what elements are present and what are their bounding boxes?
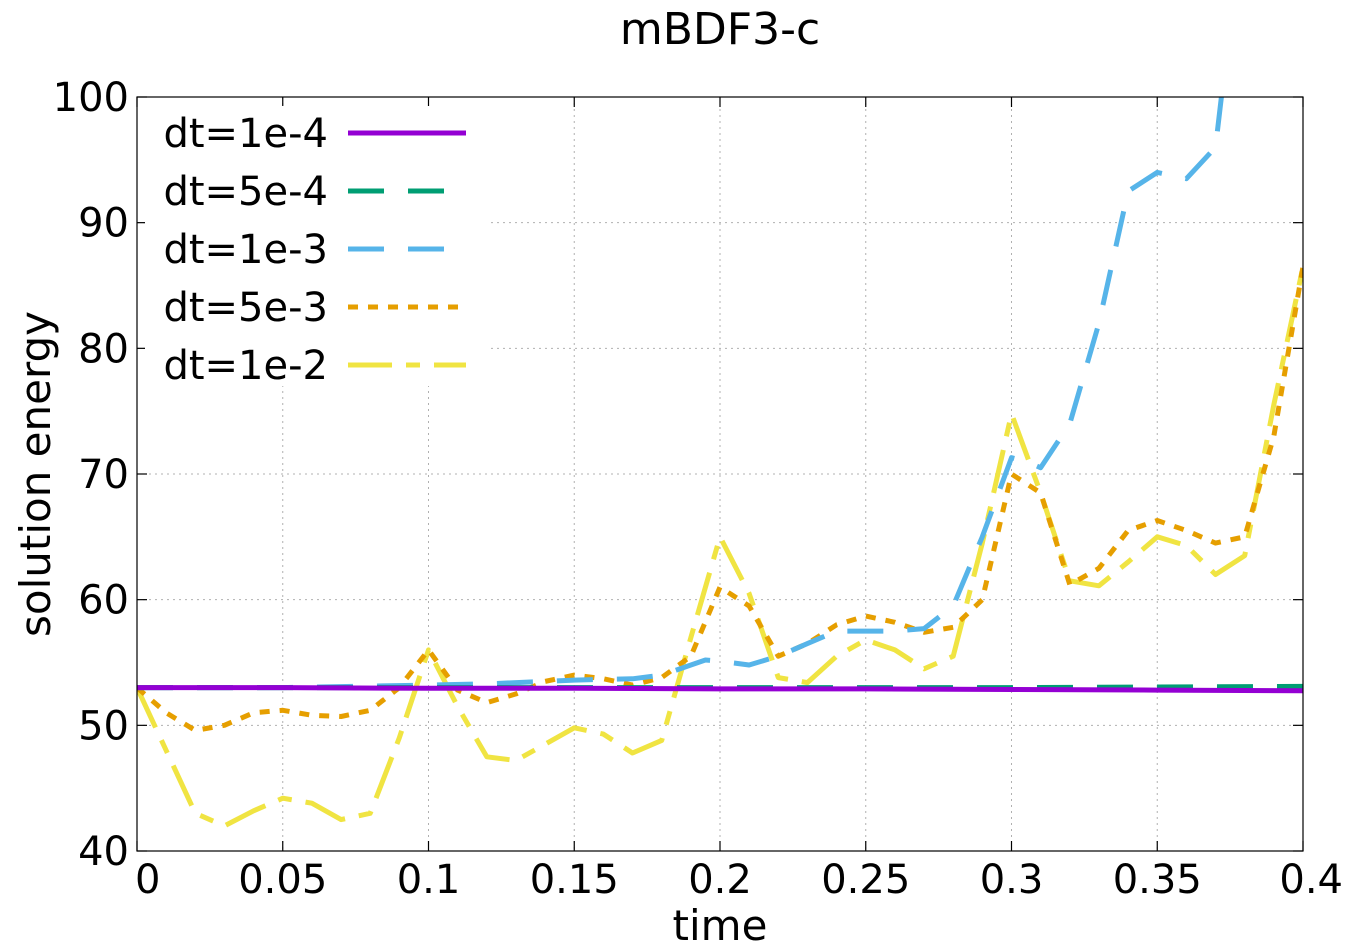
y-tick-label: 60 [78, 578, 129, 624]
legend-background [145, 106, 490, 386]
axis-ticks: 0 0.05 0.1 0.15 0.2 0.25 0.3 0.35 0.4 40 50 60 70 80 9… [53, 75, 1343, 903]
series-line-0 [137, 685, 1303, 694]
y-tick-label: 70 [78, 452, 129, 498]
legend-label: dt=1e-4 [163, 111, 328, 157]
x-axis-label: time [673, 901, 768, 946]
series-line-2 [137, 97, 1224, 691]
series-line-4 [137, 266, 1303, 829]
x-tick-label: 0.25 [821, 857, 910, 903]
x-tick-label: 0 [135, 857, 160, 903]
legend-label: dt=5e-4 [163, 169, 328, 215]
legend-label: dt=1e-2 [163, 343, 328, 389]
x-tick-label: 0.1 [397, 857, 461, 903]
y-tick-label: 90 [78, 201, 129, 247]
y-tick-label: 40 [78, 829, 129, 875]
y-axis-label: solution energy [11, 311, 60, 637]
x-tick-label: 0.35 [1113, 857, 1202, 903]
series-lines [137, 97, 1303, 829]
grid [137, 97, 1303, 851]
x-tick-label: 0.3 [980, 857, 1044, 903]
x-tick-label: 0.4 [1279, 857, 1343, 903]
legend-label: dt=1e-3 [163, 227, 328, 273]
x-tick-label: 0.15 [530, 857, 619, 903]
x-tick-label: 0.05 [238, 857, 327, 903]
chart-title: mBDF3-c [620, 4, 820, 55]
y-tick-label: 80 [78, 326, 129, 372]
legend: dt=1e-4 dt=5e-4 dt=1e-3 dt=5e-3 dt=1e-2 [145, 106, 490, 389]
y-tick-label: 100 [53, 75, 129, 121]
y-tick-label: 50 [78, 703, 129, 749]
legend-label: dt=5e-3 [163, 285, 328, 331]
x-tick-label: 0.2 [688, 857, 752, 903]
